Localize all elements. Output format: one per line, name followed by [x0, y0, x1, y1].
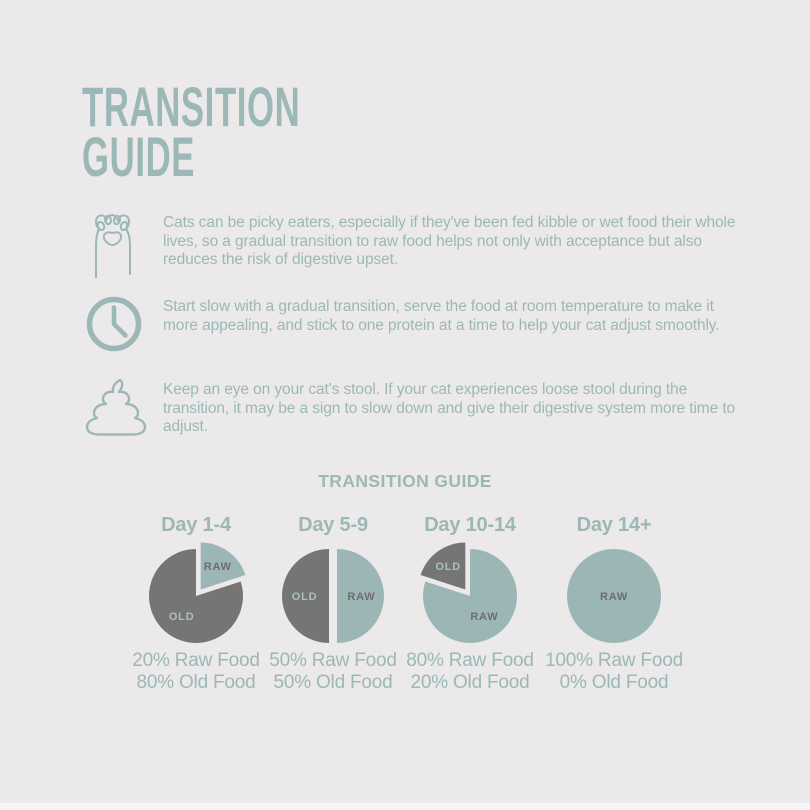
pie-caption-old: 50% Old Food: [273, 672, 393, 693]
pie-slice-label-old: OLD: [435, 561, 461, 573]
cat-paw-icon: [84, 206, 163, 278]
pie-slice-old: [282, 549, 329, 643]
pie-caption-old: 0% Old Food: [559, 672, 669, 693]
clock-icon: [84, 293, 163, 355]
poop-icon: [84, 377, 163, 437]
pie-slice-old: [148, 549, 243, 643]
pie-caption-raw: 80% Raw Food: [406, 650, 534, 671]
tip-row-start-slow: Start slow with a gradual transition, se…: [84, 293, 740, 355]
pie-day-label: Day 1-4: [161, 514, 231, 536]
pie-slice-raw: [337, 549, 384, 643]
pie-slice-raw: [567, 549, 661, 643]
pie-caption: 20% Raw Food 80% Old Food: [121, 650, 271, 694]
pie-caption: 80% Raw Food 20% Old Food: [395, 650, 545, 694]
chart-section-title: TRANSITION GUIDE: [318, 471, 492, 491]
pie-slice-label-raw: RAW: [347, 591, 375, 603]
pie-caption: 100% Raw Food 0% Old Food: [539, 650, 689, 694]
pie-slice-label-old: OLD: [169, 611, 195, 623]
pie-caption-old: 20% Old Food: [410, 672, 530, 693]
page-title: TRANSITION GUIDE: [82, 75, 301, 189]
pie-column-day-5-9: Day 5-9 RAW OLD 50% Raw Food 50% Old Food: [258, 514, 408, 694]
pie-chart-day-5-9: RAW OLD: [282, 549, 384, 643]
pie-caption-raw: 50% Raw Food: [269, 650, 397, 671]
pie-chart-day-10-14: RAW OLD: [420, 542, 517, 643]
pie-chart-day-1-4: RAW OLD: [148, 542, 246, 643]
pie-caption-raw: 100% Raw Food: [545, 650, 683, 671]
tip-text-picky-eaters: Cats can be picky eaters, especially if …: [163, 214, 736, 268]
pie-caption: 50% Raw Food 50% Old Food: [258, 650, 408, 694]
pie-caption-raw: 20% Raw Food: [132, 650, 260, 671]
pie-column-day-14-plus: Day 14+ RAW 100% Raw Food 0% Old Food: [539, 514, 689, 694]
tip-text-start-slow: Start slow with a gradual transition, se…: [163, 298, 720, 334]
page-title-line2: GUIDE: [82, 125, 196, 189]
tip-row-picky-eaters: Cats can be picky eaters, especially if …: [84, 206, 740, 278]
pie-chart-day-14-plus: RAW: [567, 549, 661, 643]
pie-day-label: Day 5-9: [298, 514, 368, 536]
pie-slice-label-old: OLD: [292, 591, 318, 603]
tip-text-stool: Keep an eye on your cat's stool. If your…: [163, 381, 736, 435]
pie-slice-label-raw: RAW: [600, 591, 628, 603]
pie-column-day-10-14: Day 10-14 RAW OLD 80% Raw Food 20% Old Fo…: [395, 514, 545, 694]
bottom-strip: [0, 803, 810, 810]
pie-slice-old: [420, 542, 466, 590]
pie-slice-label-raw: RAW: [470, 611, 498, 623]
pie-day-label: Day 14+: [576, 514, 652, 536]
pie-slice-label-raw: RAW: [204, 561, 232, 573]
pie-column-day-1-4: Day 1-4 RAW OLD 20% Raw Food 80% Old Food: [121, 514, 271, 694]
tip-row-stool: Keep an eye on your cat's stool. If your…: [84, 377, 740, 437]
pie-slice-raw: [200, 542, 246, 590]
pie-caption-old: 80% Old Food: [136, 672, 256, 693]
page-title-line1: TRANSITION: [82, 75, 301, 138]
pie-slice-raw: [423, 549, 517, 643]
pie-day-label: Day 10-14: [424, 514, 516, 536]
